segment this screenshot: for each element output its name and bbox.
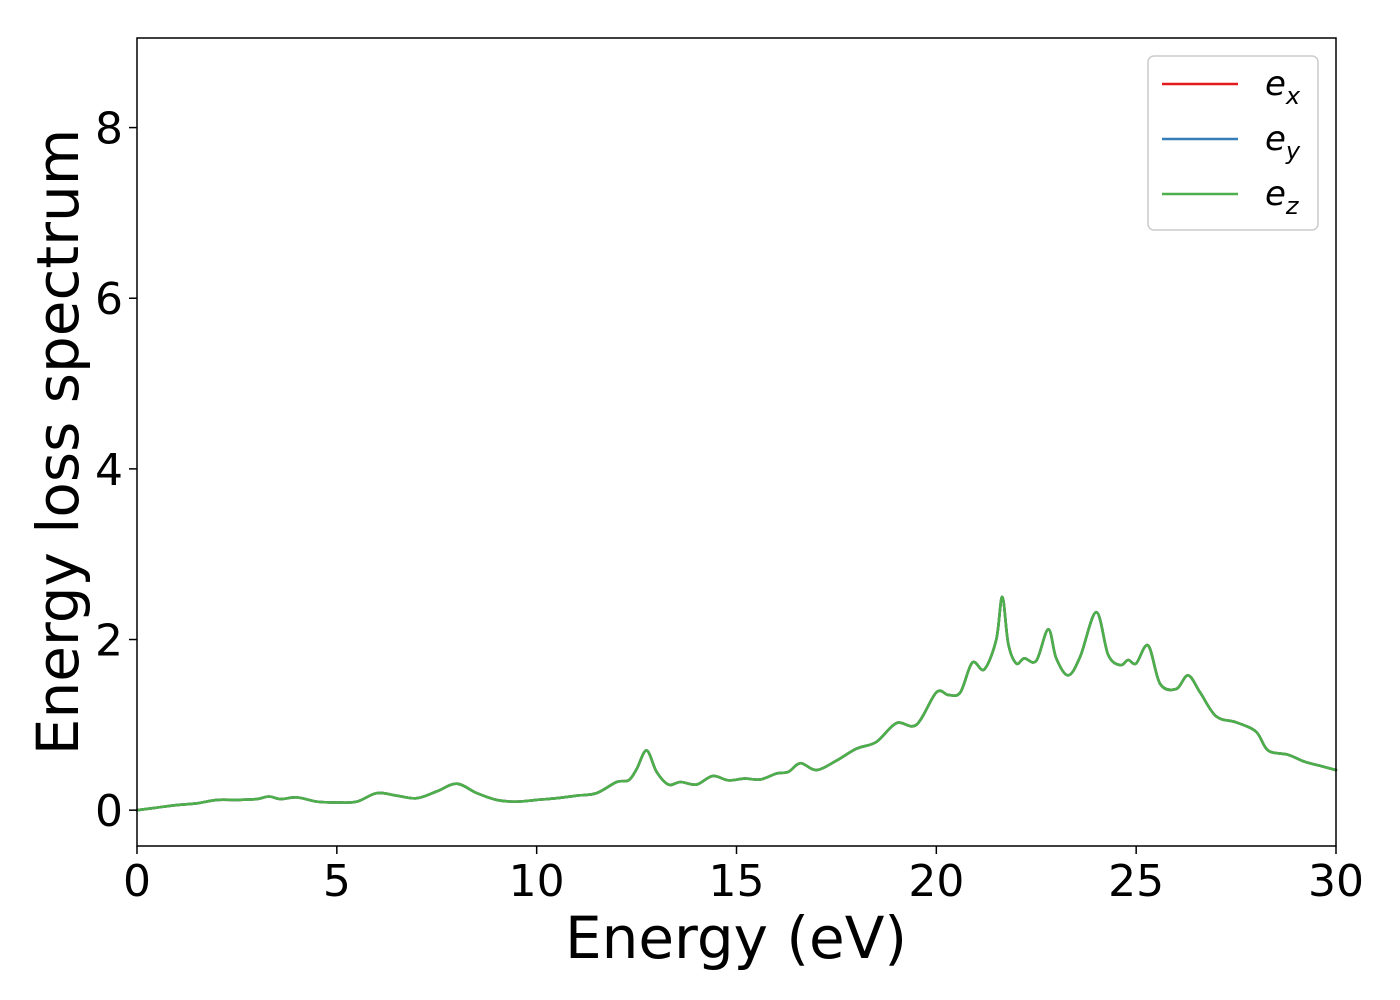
x-axis-title: Energy (eV): [565, 904, 907, 972]
legend-label-x: ex: [1265, 64, 1301, 110]
y-tick-label: 2: [95, 616, 123, 667]
x-tick-label: 20: [908, 856, 964, 907]
series-line-z: [135, 595, 1338, 812]
x-tick-label: 30: [1308, 856, 1364, 907]
x-tick-label: 0: [123, 856, 151, 907]
legend-frame: [1147, 55, 1319, 231]
y-tick-label: 6: [95, 274, 123, 325]
y-axis-ticks: 0 2 4 6 8: [95, 104, 137, 837]
x-tick-label: 5: [323, 856, 351, 907]
x-tick-label: 25: [1108, 856, 1164, 907]
legend-items: ex ey ez: [1162, 64, 1301, 220]
legend: ex ey ez: [1147, 55, 1319, 231]
y-axis-title: Energy loss spectrum: [24, 129, 92, 755]
legend-label-y: ey: [1265, 119, 1301, 165]
series-line-y: [135, 595, 1338, 812]
x-tick-label: 15: [709, 856, 765, 907]
x-tick-label: 10: [509, 856, 565, 907]
y-tick-label: 0: [95, 786, 123, 837]
x-axis-ticks: 0 5 10 15 20 25 30: [123, 846, 1364, 907]
y-tick-label: 8: [95, 104, 123, 155]
series-layer: [135, 595, 1338, 812]
legend-label-z: ez: [1265, 174, 1300, 220]
y-tick-label: 4: [95, 445, 123, 496]
series-line-x: [135, 595, 1338, 812]
